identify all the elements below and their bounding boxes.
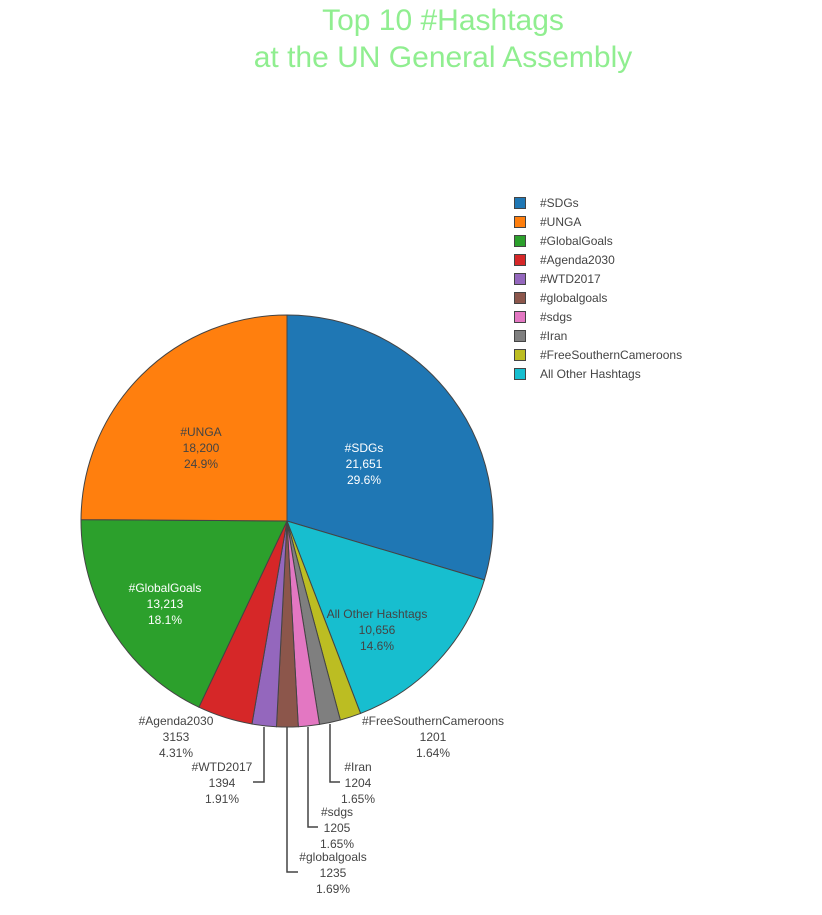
connector-line-sdgs	[307, 727, 318, 828]
legend-item-freesoutherncameroons[interactable]: #FreeSouthernCameroons	[514, 345, 682, 364]
legend-item-iran[interactable]: #Iran	[514, 326, 682, 345]
slice-label-freesoutherncameroons: #FreeSouthernCameroons 1201 1.64%	[362, 713, 504, 761]
label-name: #WTD2017	[191, 760, 253, 774]
slice-label-agenda2030: #Agenda2030 3153 4.31%	[139, 713, 214, 761]
legend-label: #Agenda2030	[540, 252, 615, 267]
chart-title: Top 10 #Hashtags at the UN General Assem…	[0, 2, 822, 76]
legend-item-globalgoals[interactable]: #globalgoals	[514, 288, 682, 307]
legend-label: #Iran	[540, 328, 568, 343]
title-line-1: Top 10 #Hashtags	[322, 4, 564, 37]
label-name: #globalgoals	[299, 850, 367, 864]
legend-label: #UNGA	[540, 214, 582, 229]
slice-all-other-hashtags[interactable]	[286, 520, 486, 715]
legend-item-globalgoals[interactable]: #GlobalGoals	[514, 231, 682, 250]
legend-swatch	[514, 215, 526, 228]
label-value: 1201	[419, 730, 447, 744]
legend-item-wtd2017[interactable]: #WTD2017	[514, 269, 682, 288]
slice-unga[interactable]	[80, 314, 288, 522]
slice-inside-label-value: 10,656	[359, 623, 396, 637]
legend-label: All Other Hashtags	[540, 366, 641, 381]
label-percent: 1.64%	[415, 746, 451, 760]
legend-item-sdgs[interactable]: #sdgs	[514, 307, 682, 326]
legend-swatch	[514, 348, 526, 361]
slice-inside-label-percent: 24.9%	[184, 457, 218, 471]
slice-label-globalgoals-lower: #globalgoals 1235 1.69%	[299, 849, 366, 897]
legend-label: #WTD2017	[540, 271, 601, 286]
slice-globalgoals[interactable]	[80, 519, 288, 708]
legend-label: #sdgs	[540, 309, 573, 324]
label-value: 3153	[162, 730, 190, 744]
legend-item-unga[interactable]: #UNGA	[514, 212, 682, 231]
legend: #SDGs #UNGA #GlobalGoals #Agenda2030 #WTD201…	[514, 193, 682, 383]
slice-inside-label-percent: 29.6%	[347, 473, 381, 487]
label-value: 1235	[319, 866, 347, 880]
legend-swatch	[514, 291, 526, 304]
connector-line-iran	[329, 724, 340, 783]
label-percent: 1.69%	[315, 882, 351, 896]
label-percent: 1.91%	[204, 792, 240, 806]
legend-swatch	[514, 329, 526, 342]
label-value: 1205	[323, 821, 351, 835]
label-value: 1204	[344, 776, 372, 790]
legend-swatch	[514, 234, 526, 247]
label-percent: 4.31%	[158, 746, 194, 760]
slice-label-sdgs-lower: #sdgs 1205 1.65%	[320, 804, 354, 852]
label-percent: 1.65%	[319, 837, 355, 851]
label-name: #Iran	[344, 760, 372, 774]
slice-inside-label-value: 18,200	[183, 441, 220, 455]
label-name: #FreeSouthernCameroons	[361, 714, 505, 728]
label-name: #Agenda2030	[138, 714, 214, 728]
label-name: #sdgs	[320, 805, 354, 819]
legend-swatch	[514, 367, 526, 380]
legend-label: #globalgoals	[540, 290, 608, 305]
slice-inside-label-value: 13,213	[147, 597, 184, 611]
slice-inside-label-percent: 14.6%	[360, 639, 394, 653]
legend-swatch	[514, 272, 526, 285]
title-line-2: at the UN General Assembly	[253, 41, 633, 74]
slice-inside-label-percent: 18.1%	[148, 613, 182, 627]
label-value: 1394	[208, 776, 236, 790]
slice-inside-label-name: #SDGs	[345, 441, 384, 455]
legend-label: #SDGs	[540, 195, 579, 210]
slice-inside-label-name: #GlobalGoals	[129, 581, 202, 595]
label-percent: 1.65%	[340, 792, 376, 806]
slice-label-iran: #Iran 1204 1.65%	[341, 759, 375, 807]
connector-line-wtd2017	[253, 727, 265, 783]
slice-label-wtd2017: #WTD2017 1394 1.91%	[192, 759, 253, 807]
slice-inside-label-name: All Other Hashtags	[327, 607, 428, 621]
slice-inside-label-name: #UNGA	[180, 425, 221, 439]
legend-item-sdgs[interactable]: #SDGs	[514, 193, 682, 212]
legend-swatch	[514, 310, 526, 323]
legend-swatch	[514, 253, 526, 266]
legend-label: #FreeSouthernCameroons	[540, 347, 683, 362]
connector-line-globalgoals	[286, 727, 298, 873]
legend-label: #GlobalGoals	[540, 233, 613, 248]
slice-inside-label-value: 21,651	[346, 457, 383, 471]
legend-item-agenda2030[interactable]: #Agenda2030	[514, 250, 682, 269]
legend-item-all-other-hashtags[interactable]: All Other Hashtags	[514, 364, 682, 383]
slice-sdgs[interactable]	[286, 314, 494, 581]
legend-swatch	[514, 196, 526, 209]
